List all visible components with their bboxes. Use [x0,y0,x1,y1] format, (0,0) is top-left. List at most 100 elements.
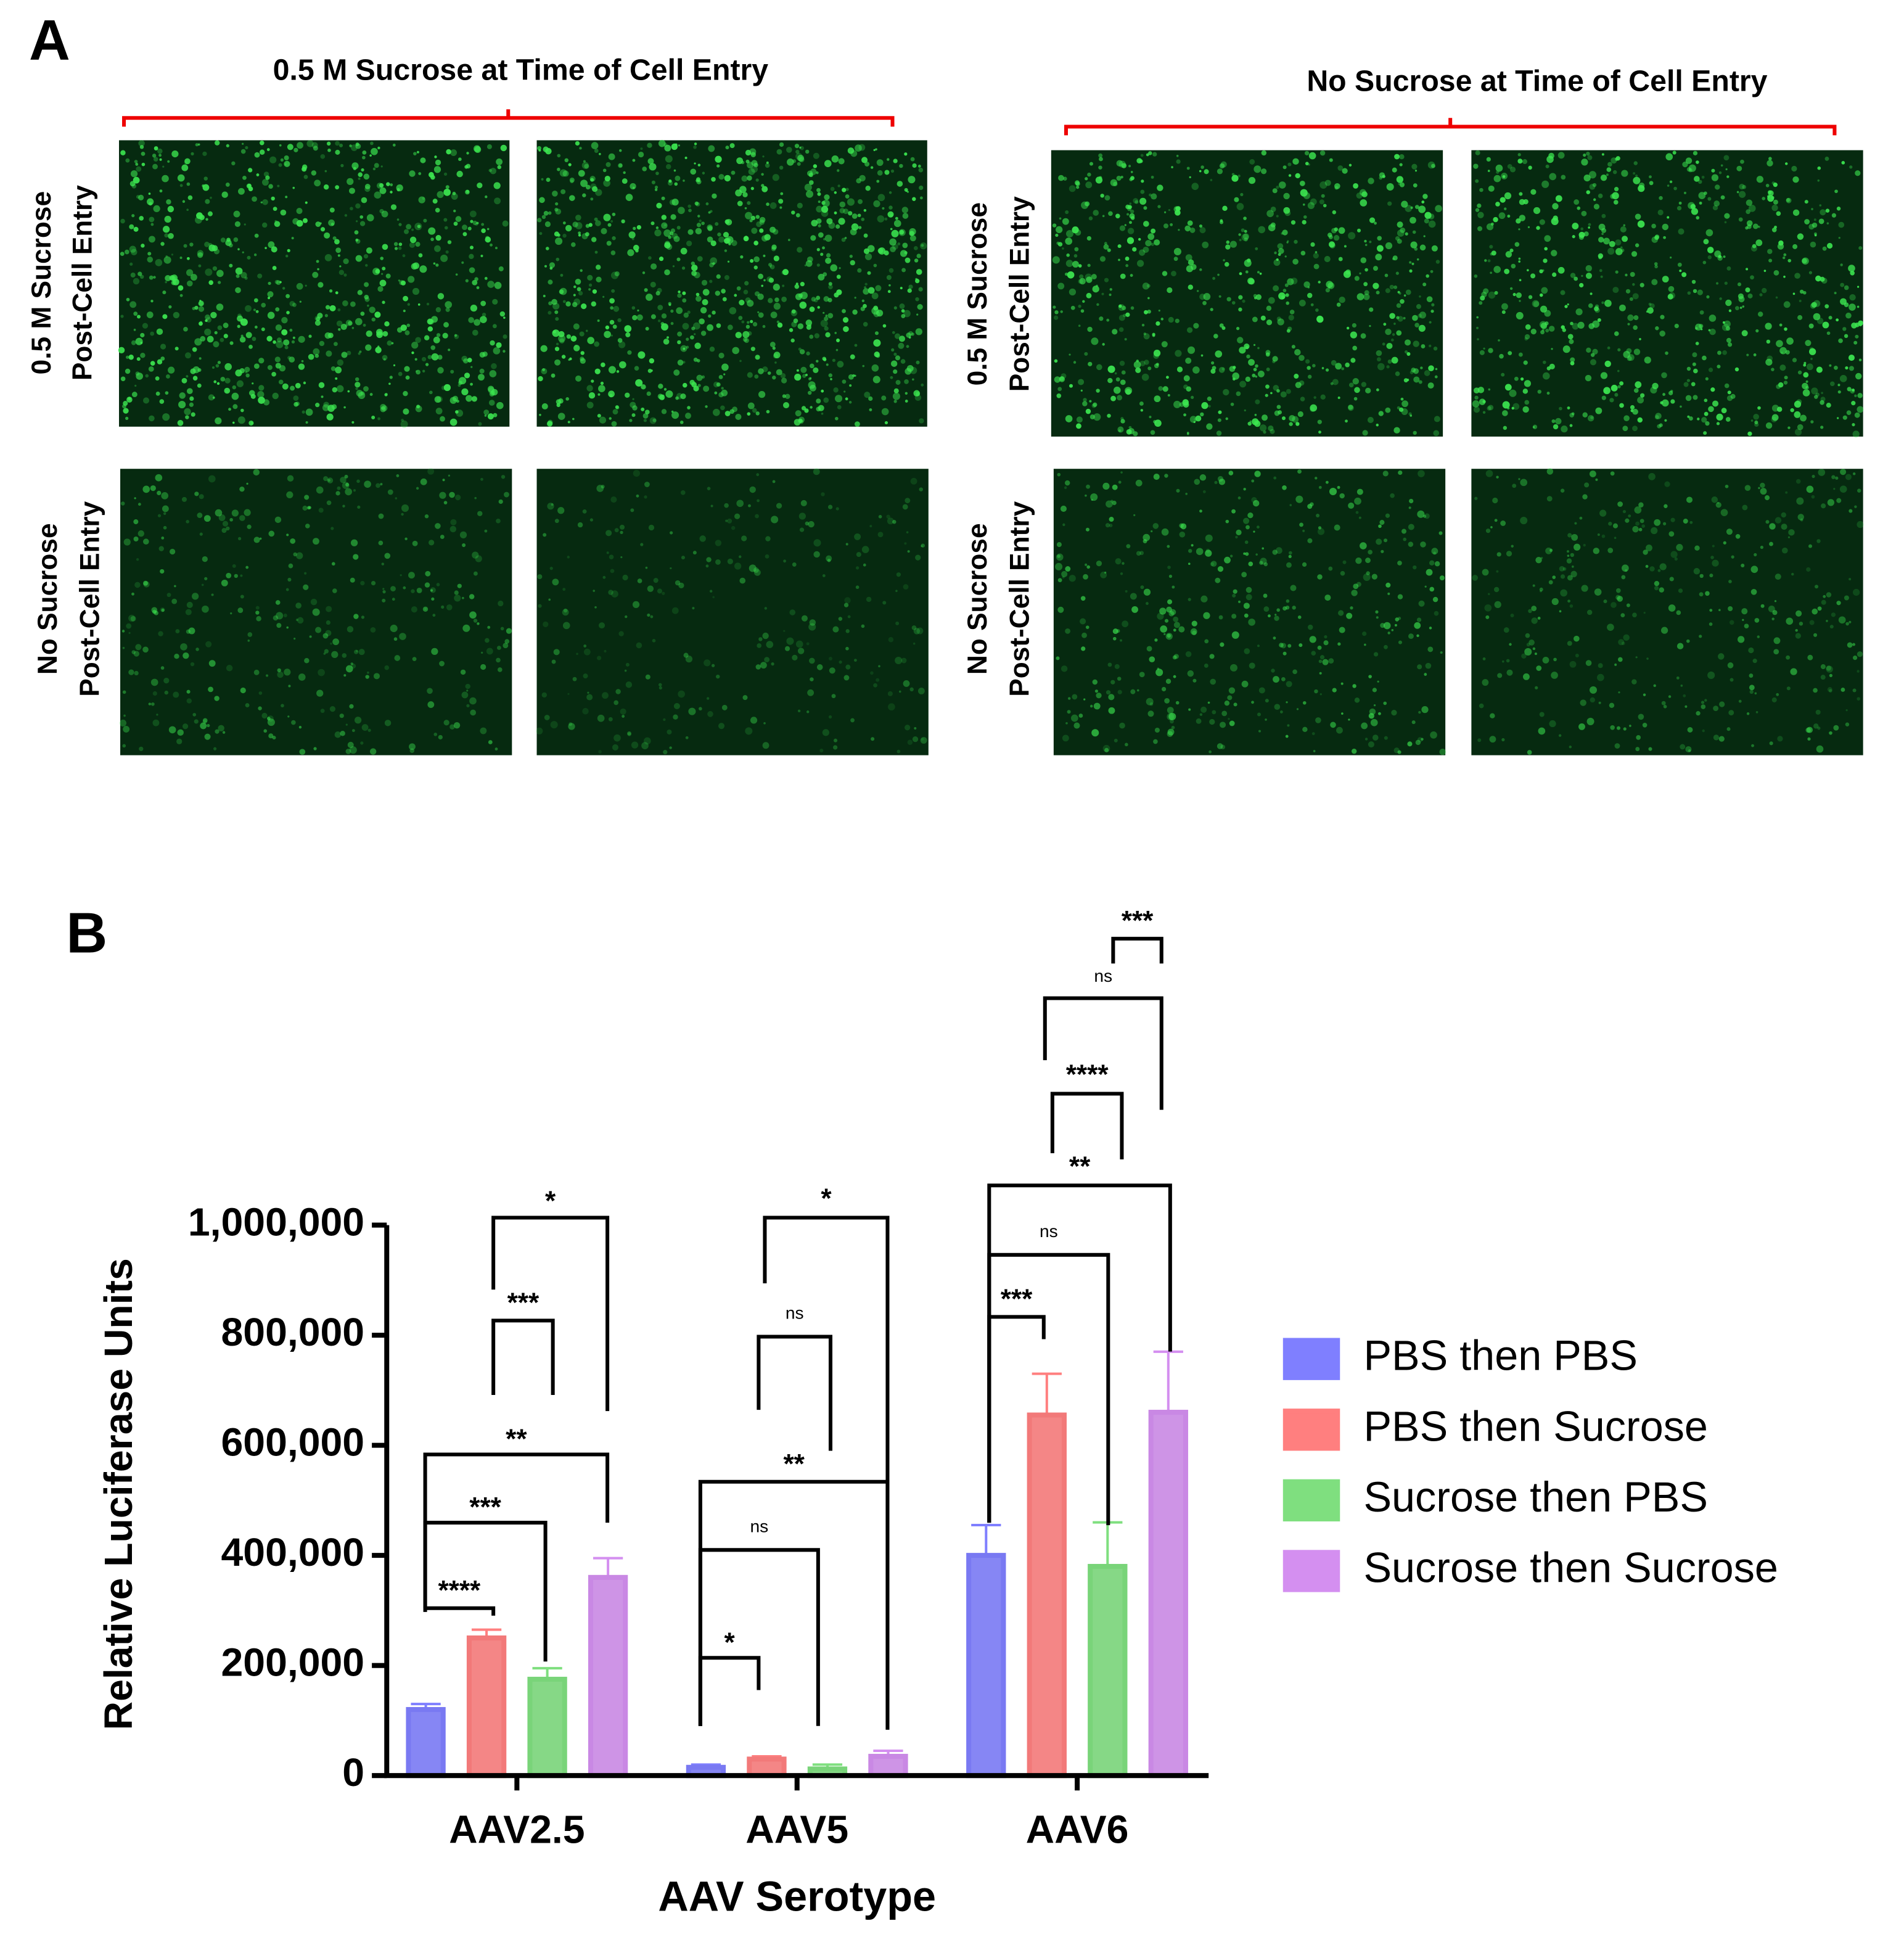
micrograph-background [1051,150,1443,437]
cell [569,177,575,183]
cell [159,189,163,193]
cell [826,555,832,562]
cell [864,282,868,286]
cell [1352,323,1356,328]
cell [191,274,197,281]
cell [1579,516,1583,520]
cell [1593,306,1599,311]
cell [1124,224,1126,226]
cell [1348,718,1350,721]
cell [838,617,843,621]
cell [559,338,565,343]
cell [816,664,823,670]
cell [1262,547,1265,550]
cell [322,404,330,411]
significance-label: **** [438,1575,481,1605]
cell [901,207,909,213]
cell [816,205,823,213]
cell [625,615,628,619]
cell [1376,388,1379,392]
cell [1802,290,1807,295]
cell [668,235,672,239]
cell [750,187,754,191]
cell [373,673,380,680]
cell [821,200,826,205]
cell [497,165,502,170]
cell [1085,201,1090,207]
cell [1473,406,1480,413]
cell [155,474,163,482]
cell [1384,644,1388,649]
cell [1255,375,1258,378]
cell [1607,548,1614,553]
significance-label: *** [507,1288,540,1318]
cell [1707,197,1712,201]
cell [1309,636,1316,643]
cell [1258,730,1261,733]
error-bar [1032,1372,1062,1415]
cell [153,276,156,279]
cell [275,600,281,605]
cell [142,323,149,329]
cell [1826,665,1833,673]
cell [843,320,847,323]
cell [1413,565,1417,570]
cell [321,395,324,398]
cell [1110,179,1117,186]
cell [465,189,470,195]
cell [1625,273,1628,277]
significance-label: *** [1001,1284,1033,1314]
cell [1099,157,1103,162]
cell [659,686,662,690]
cell [1817,166,1821,170]
cell [146,311,154,318]
cell [1614,663,1617,666]
cell [424,514,429,519]
cell [1365,387,1371,393]
cell [1704,411,1709,416]
cell [1520,517,1528,525]
cell [496,158,503,165]
cell [633,226,636,231]
cell [1151,242,1154,246]
cell [1151,175,1154,179]
cell [149,275,154,280]
cell [504,492,509,498]
cell [162,413,170,421]
cell [1792,358,1797,363]
cell [1821,599,1826,605]
cell [1202,241,1209,249]
cell [1741,330,1748,337]
cell [1157,184,1163,191]
cell [1520,377,1524,381]
cell [1235,535,1238,539]
cell [1403,316,1406,319]
cell [1387,201,1392,206]
cell [921,543,925,548]
cell [213,249,220,255]
cell [239,336,246,343]
cell [835,416,839,421]
y-tick-label: 800,000 [221,1310,365,1354]
cell [873,149,876,151]
cell [324,314,328,318]
cell [1632,426,1638,432]
cell [1057,472,1061,477]
cell [1158,310,1160,312]
cell [130,272,136,278]
cell [1687,726,1693,733]
cell [1699,635,1702,638]
cell [669,746,672,749]
cell [490,243,493,247]
cell [1216,430,1222,436]
cell [1345,362,1350,368]
cell [162,226,170,233]
cell [162,175,169,183]
cell [314,353,319,358]
cell [835,348,839,352]
cell [1740,159,1744,164]
cell [326,141,331,146]
cell [1440,651,1443,654]
cell [326,620,330,625]
cell [475,555,482,562]
